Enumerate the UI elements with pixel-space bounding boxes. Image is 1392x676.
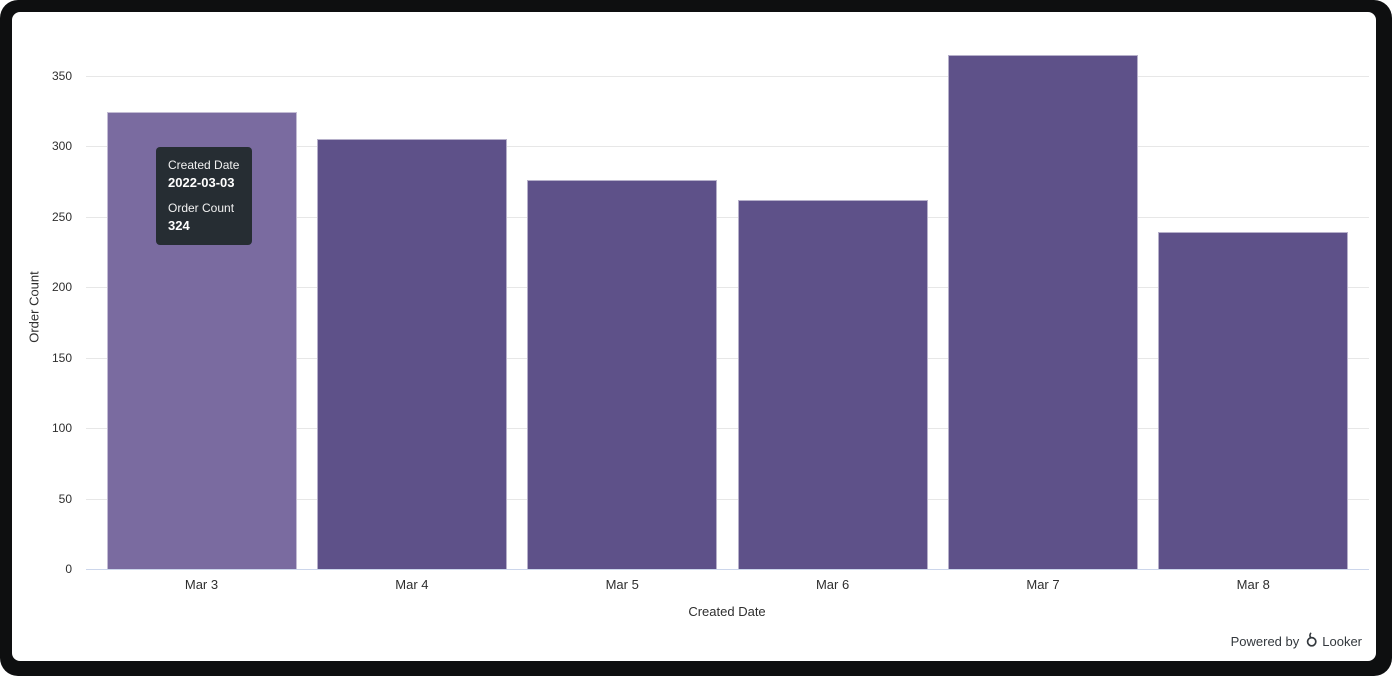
y-tick-label-200: 200	[51, 280, 72, 295]
bar-mar-6[interactable]	[737, 199, 928, 569]
gridline-300	[86, 146, 1369, 148]
y-tick-label-100: 100	[51, 421, 72, 436]
gridline-150	[86, 357, 1369, 359]
gridline-100	[86, 428, 1369, 430]
chart-tooltip: Created Date 2022-03-03 Order Count 324	[156, 147, 253, 245]
powered-by-looker-link[interactable]: Powered by Looker	[1231, 632, 1362, 651]
tooltip-row: Created Date 2022-03-03	[168, 158, 239, 190]
y-tick-label-50: 50	[58, 491, 72, 506]
tooltip-dimension-value: 2022-03-03	[168, 175, 235, 190]
tooltip-measure-value: 324	[168, 218, 190, 233]
tooltip-dimension-label: Created Date	[168, 158, 240, 172]
bar-mar-5[interactable]	[527, 180, 718, 569]
x-axis-line	[86, 569, 1369, 570]
powered-by-text: Powered by	[1230, 634, 1300, 649]
x-tick-label-mar-8: Mar 8	[1236, 577, 1270, 592]
y-tick-label-350: 350	[51, 68, 72, 83]
x-tick-label-mar-3: Mar 3	[184, 577, 219, 592]
x-tick-label-mar-6: Mar 6	[815, 577, 850, 592]
y-tick-label-250: 250	[51, 209, 72, 224]
y-tick-label-150: 150	[51, 350, 72, 365]
gridline-250	[86, 216, 1369, 218]
gridline-50	[86, 498, 1369, 500]
tooltip-row: Order Count 324	[168, 201, 239, 233]
x-tick-label-mar-4: Mar 4	[395, 577, 429, 592]
chart-card: 0 50 100 150 200 250 300 350 Mar 3 Mar 4 Mar 5 Mar…	[12, 12, 1376, 661]
gridline-350	[86, 75, 1369, 77]
y-tick-label-0: 0	[65, 562, 72, 576]
tooltip-measure-label: Order Count	[168, 201, 235, 215]
bar-mar-8[interactable]	[1158, 232, 1349, 569]
y-axis-title: Order Count	[26, 271, 42, 343]
looker-logo-icon	[1305, 632, 1318, 651]
gridline-200	[86, 287, 1369, 289]
y-tick-label-300: 300	[51, 139, 72, 154]
x-axis-title: Created Date	[688, 604, 766, 619]
x-tick-label-mar-7: Mar 7	[1026, 577, 1060, 592]
bar-mar-4[interactable]	[316, 139, 507, 569]
bar-chart: 0 50 100 150 200 250 300 350 Mar 3 Mar 4 Mar 5 Mar…	[12, 12, 1376, 661]
bar-mar-7[interactable]	[948, 54, 1138, 569]
looker-brand-text: Looker	[1322, 634, 1362, 649]
x-tick-label-mar-5: Mar 5	[605, 577, 639, 592]
